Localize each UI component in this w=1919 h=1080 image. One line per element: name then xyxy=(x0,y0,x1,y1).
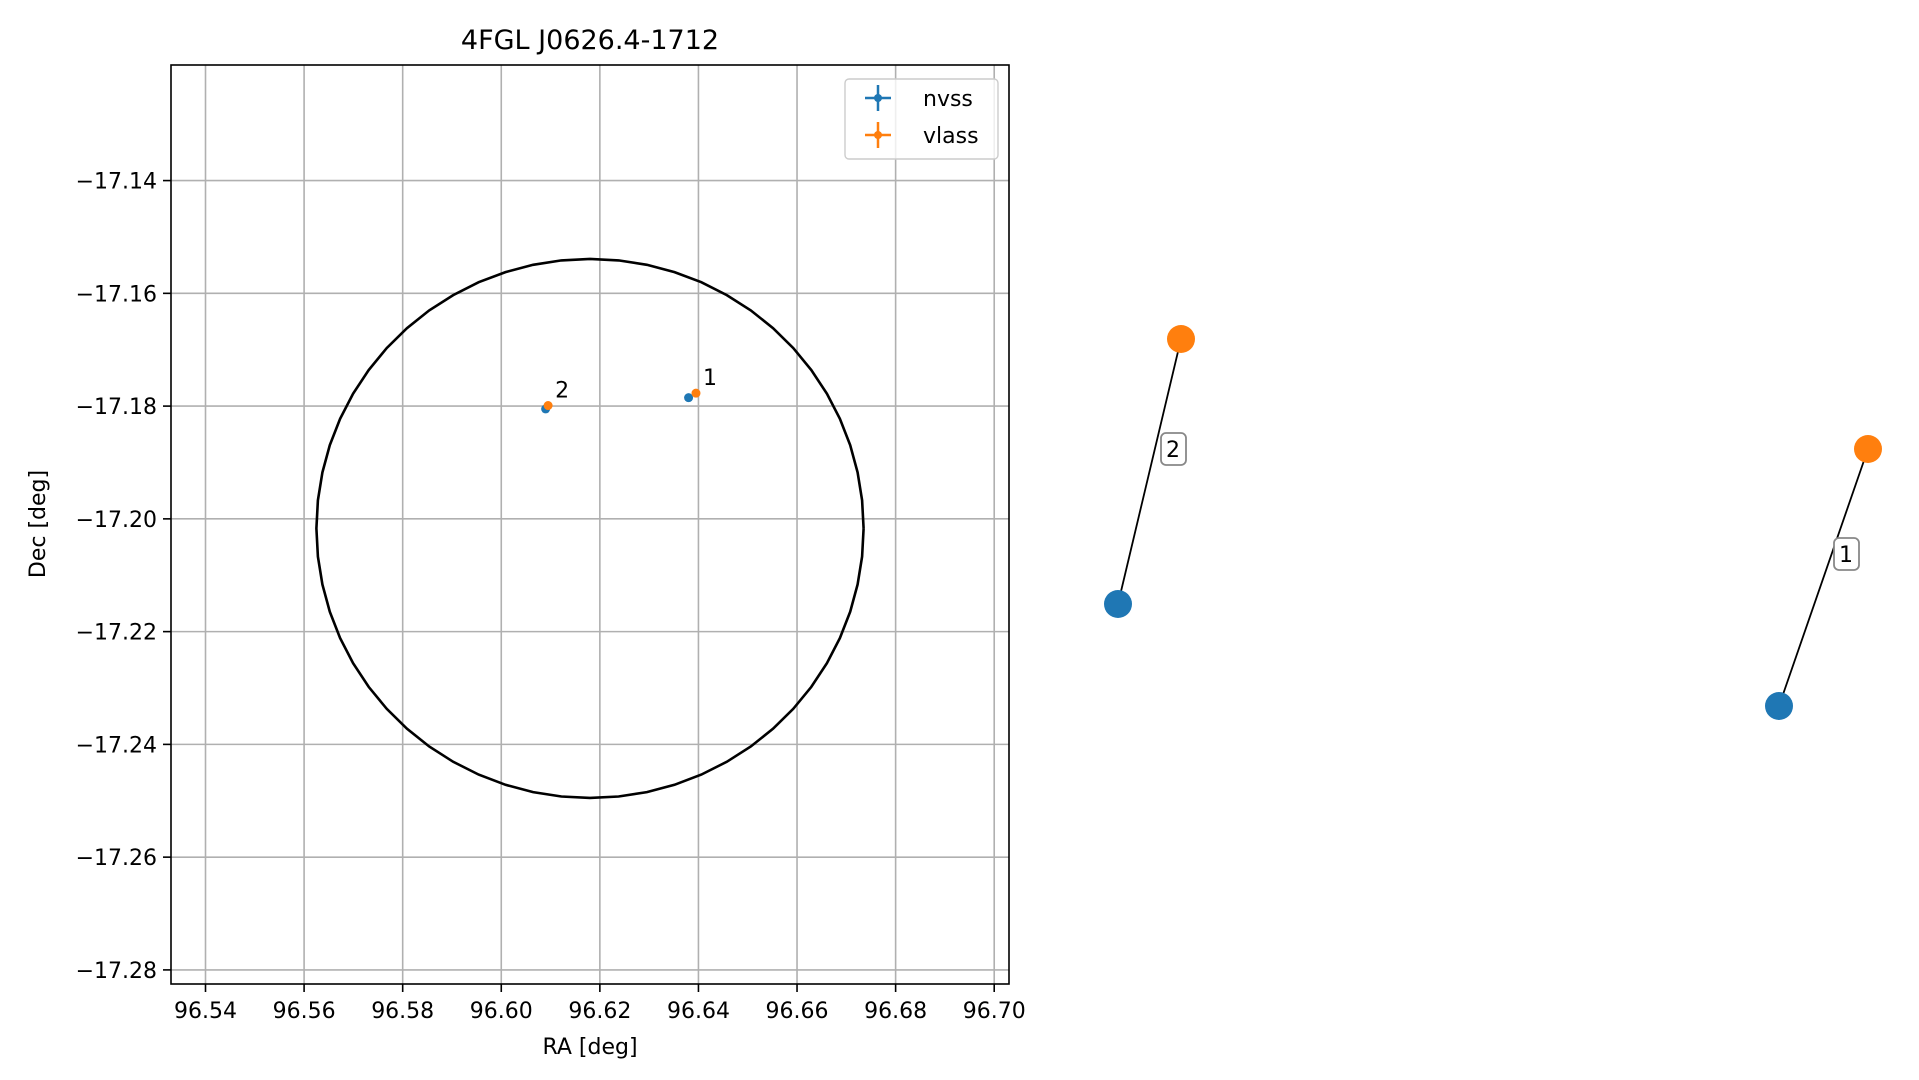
legend: nvss vlass xyxy=(844,78,999,160)
x-tick-label: 96.64 xyxy=(667,999,730,1024)
source-annotation: 2 xyxy=(555,379,569,404)
y-tick-label: −17.28 xyxy=(76,959,157,984)
x-tick-label: 96.56 xyxy=(273,999,336,1024)
pair-2-label: 2 xyxy=(1166,438,1180,463)
y-tick-label: −17.16 xyxy=(76,282,157,307)
x-tick-label: 96.68 xyxy=(864,999,927,1024)
pair-2-nvss-node xyxy=(1104,590,1132,618)
pair-1-label: 1 xyxy=(1839,543,1853,568)
y-tick-label: −17.26 xyxy=(76,846,157,871)
main-plot: 12 96.54 96.56 96.58 96.60 96.62 96.64 96.66 96… xyxy=(26,25,1026,1060)
grid xyxy=(171,65,1009,984)
axis-ticks: 96.54 96.56 96.58 96.60 96.62 96.64 96.66 96.68… xyxy=(76,170,1026,1024)
pair-1: 1 xyxy=(1765,435,1882,720)
pair-network-plot: 2 1 xyxy=(1104,325,1882,720)
x-tick-label: 96.54 xyxy=(174,999,237,1024)
y-tick-label: −17.22 xyxy=(76,621,157,646)
chart-title: 4FGL J0626.4-1712 xyxy=(461,25,719,56)
pair-1-label-box xyxy=(1833,537,1860,571)
legend-entry-nvss: nvss xyxy=(865,85,973,112)
vlass-point xyxy=(543,401,553,411)
pair-1-edge xyxy=(1778,448,1869,707)
y-tick-label: −17.14 xyxy=(76,170,157,195)
pair-2-vlass-node xyxy=(1167,325,1195,353)
pair-1-nvss-node xyxy=(1765,692,1793,720)
legend-entry-vlass: vlass xyxy=(865,122,979,149)
legend-marker-nvss-dot xyxy=(874,94,882,102)
y-tick-label: −17.24 xyxy=(76,733,157,758)
x-axis-label: RA [deg] xyxy=(542,1035,637,1060)
source-annotation: 1 xyxy=(703,366,717,391)
y-axis-label: Dec [deg] xyxy=(26,470,51,578)
pair-2-label-box xyxy=(1160,432,1187,466)
uncertainty-ellipse xyxy=(315,257,865,800)
pair-2-edge xyxy=(1117,338,1182,605)
legend-label-vlass: vlass xyxy=(923,124,979,149)
x-tick-label: 96.66 xyxy=(766,999,829,1024)
legend-marker-vlass-dot xyxy=(874,131,882,139)
x-tick-label: 96.62 xyxy=(568,999,631,1024)
pair-1-vlass-node xyxy=(1854,435,1882,463)
vlass-point xyxy=(691,388,701,398)
y-tick-label: −17.18 xyxy=(76,395,157,420)
y-tick-label: −17.20 xyxy=(76,508,157,533)
nvss-point xyxy=(684,393,694,403)
source-points: 12 xyxy=(541,366,717,414)
x-tick-label: 96.58 xyxy=(371,999,434,1024)
legend-label-nvss: nvss xyxy=(923,87,973,112)
axes-frame xyxy=(170,64,1010,985)
pair-2: 2 xyxy=(1104,325,1195,618)
x-tick-label: 96.60 xyxy=(470,999,533,1024)
x-tick-label: 96.70 xyxy=(963,999,1026,1024)
ellipse-outline xyxy=(315,257,865,800)
